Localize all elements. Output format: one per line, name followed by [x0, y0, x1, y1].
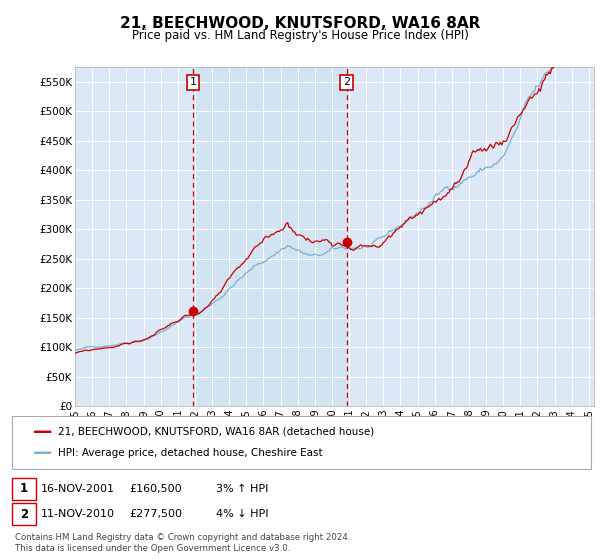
Bar	[193, 67, 347, 406]
Text: 1: 1	[190, 77, 196, 87]
Text: 4% ↓ HPI: 4% ↓ HPI	[216, 509, 269, 519]
Text: 2: 2	[20, 507, 28, 521]
Text: Price paid vs. HM Land Registry's House Price Index (HPI): Price paid vs. HM Land Registry's House …	[131, 29, 469, 42]
Text: HPI: Average price, detached house, Cheshire East: HPI: Average price, detached house, Ches…	[58, 447, 323, 458]
Text: £160,500: £160,500	[129, 484, 182, 494]
Text: 3% ↑ HPI: 3% ↑ HPI	[216, 484, 268, 494]
Text: 16-NOV-2001: 16-NOV-2001	[41, 484, 115, 494]
Text: 21, BEECHWOOD, KNUTSFORD, WA16 8AR (detached house): 21, BEECHWOOD, KNUTSFORD, WA16 8AR (deta…	[58, 427, 374, 437]
Text: Contains HM Land Registry data © Crown copyright and database right 2024.
This d: Contains HM Land Registry data © Crown c…	[15, 533, 350, 553]
Text: —: —	[33, 422, 52, 441]
Text: 11-NOV-2010: 11-NOV-2010	[41, 509, 115, 519]
Text: 2: 2	[343, 77, 350, 87]
Text: 21, BEECHWOOD, KNUTSFORD, WA16 8AR: 21, BEECHWOOD, KNUTSFORD, WA16 8AR	[120, 16, 480, 31]
Text: —: —	[33, 443, 52, 462]
Text: £277,500: £277,500	[129, 509, 182, 519]
Text: 1: 1	[20, 482, 28, 496]
